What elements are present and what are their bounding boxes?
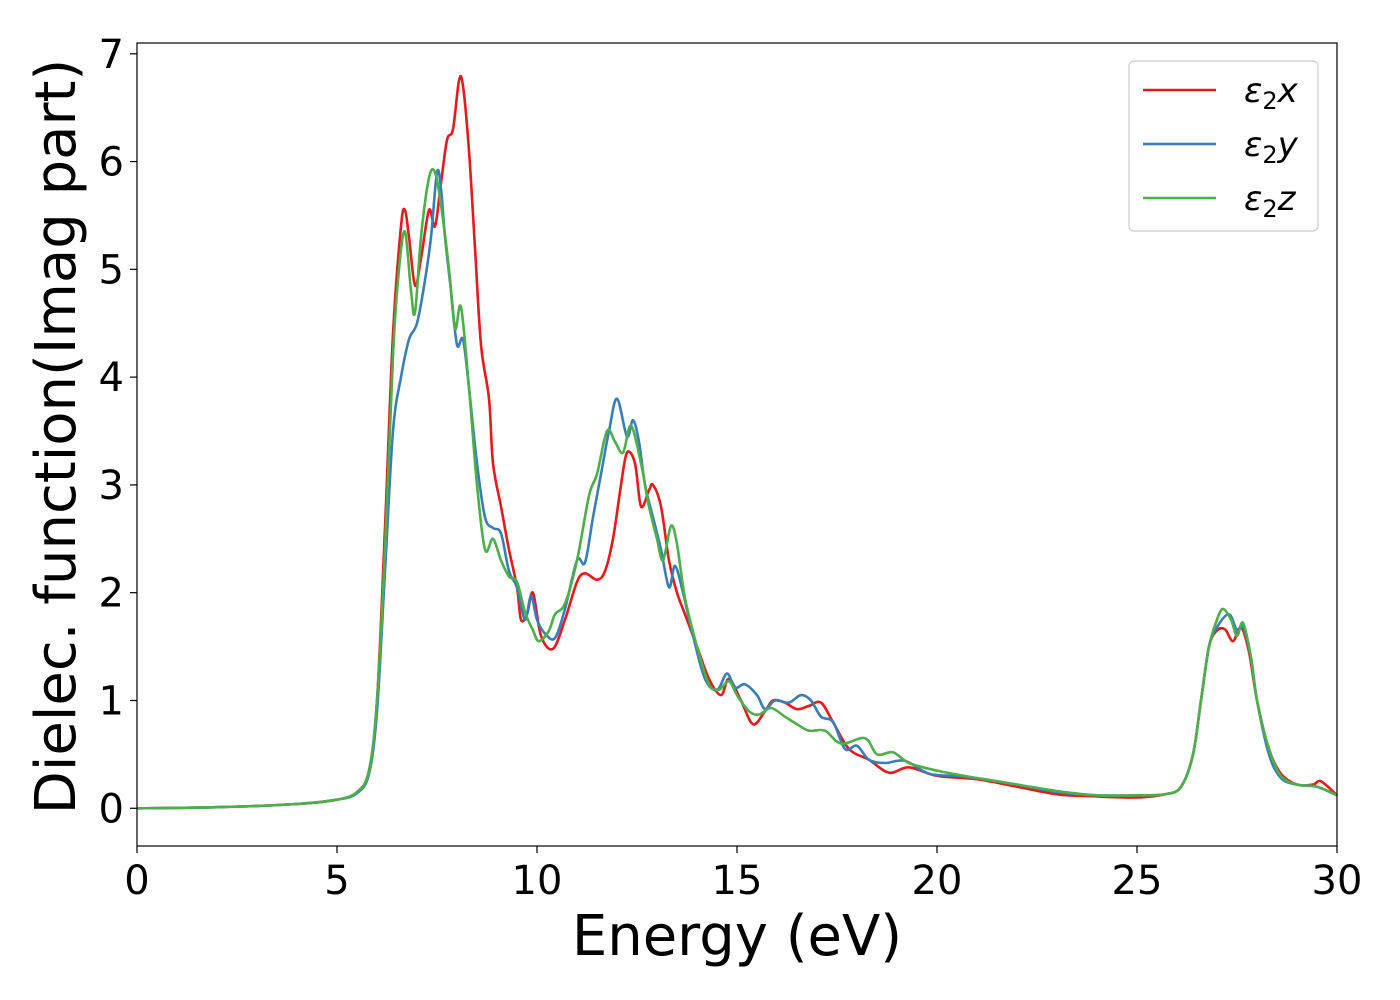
y-tick-label: 5 bbox=[99, 247, 124, 293]
y-tick-label: 6 bbox=[99, 140, 124, 186]
y-axis-title: Dielec. function(Imag part) bbox=[24, 59, 89, 815]
legend-label-base: ε bbox=[1244, 125, 1262, 165]
x-tick-label: 30 bbox=[1312, 858, 1363, 904]
legend-label-var: x bbox=[1277, 71, 1299, 111]
y-tick-label: 2 bbox=[99, 571, 124, 617]
legend-label-sub: 2 bbox=[1262, 87, 1277, 115]
y-tick-label: 7 bbox=[99, 32, 124, 78]
y-tick-label: 4 bbox=[99, 355, 124, 401]
legend-label: ε2y bbox=[1244, 125, 1299, 169]
legend-label-var: z bbox=[1277, 179, 1297, 219]
legend-label-sub: 2 bbox=[1262, 141, 1277, 169]
series-layer bbox=[136, 74, 1338, 810]
x-tick-label: 20 bbox=[912, 858, 963, 904]
x-tick-label: 10 bbox=[512, 858, 563, 904]
series-line-2 bbox=[136, 167, 1338, 810]
legend-label-sub: 2 bbox=[1262, 195, 1277, 223]
x-axis-title: Energy (eV) bbox=[572, 904, 902, 969]
y-tick-label: 1 bbox=[99, 678, 124, 724]
legend-label-var: y bbox=[1277, 125, 1299, 165]
x-tick-label: 15 bbox=[712, 858, 763, 904]
x-tick-label: 5 bbox=[324, 858, 349, 904]
legend-label-base: ε bbox=[1244, 71, 1262, 111]
legend-label: ε2z bbox=[1244, 179, 1297, 223]
x-tick-label: 0 bbox=[124, 858, 149, 904]
legend-box bbox=[1128, 60, 1319, 232]
y-tick-label: 0 bbox=[99, 786, 124, 832]
y-tick-label: 3 bbox=[99, 463, 124, 509]
legend-label: ε2x bbox=[1244, 71, 1299, 115]
x-tick-label: 25 bbox=[1112, 858, 1163, 904]
y-axis: 0 1 2 3 4 5 6 7 bbox=[99, 32, 137, 832]
x-axis: 0 5 10 15 20 25 30 bbox=[124, 846, 1362, 904]
legend-label-base: ε bbox=[1244, 179, 1262, 219]
